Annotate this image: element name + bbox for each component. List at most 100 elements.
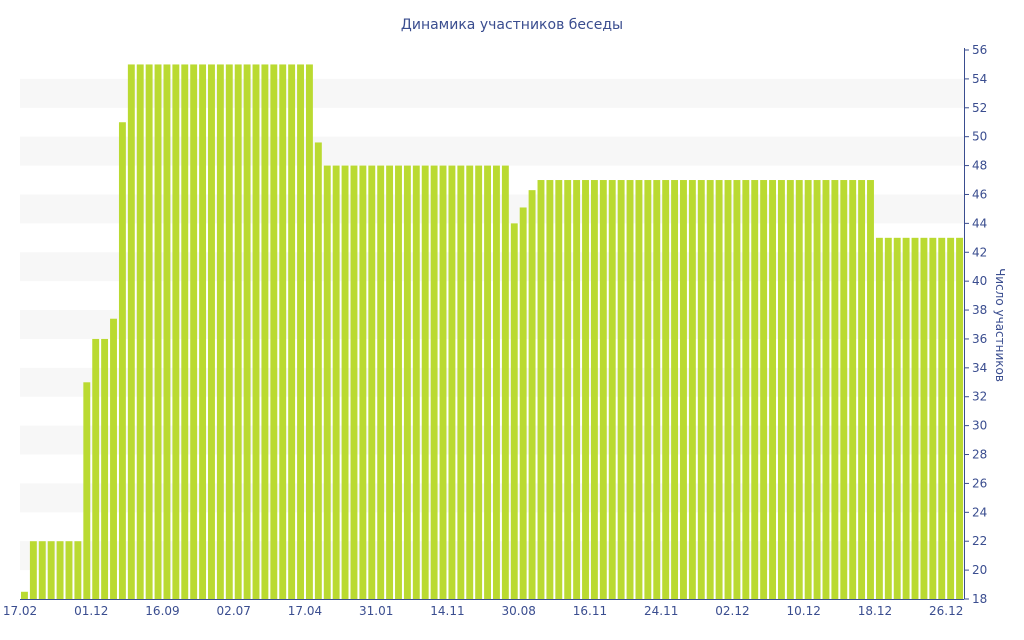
bar — [395, 165, 402, 599]
grid-band — [20, 78, 964, 108]
bar — [305, 64, 313, 599]
bar — [582, 180, 589, 599]
bar — [56, 541, 64, 599]
x-tick-label: 01.12 — [74, 604, 108, 618]
bar — [110, 318, 117, 599]
bar — [564, 180, 572, 599]
bar — [715, 180, 723, 599]
bar — [199, 64, 207, 599]
y-tick-label: 56 — [972, 43, 987, 57]
x-tick-label: 17.02 — [3, 604, 37, 618]
bar — [840, 180, 848, 599]
bar — [706, 180, 714, 599]
y-tick-label: 26 — [972, 476, 987, 490]
bar — [519, 207, 527, 600]
y-tick-label: 18 — [972, 592, 987, 606]
bar — [29, 541, 37, 599]
y-tick-label: 36 — [972, 332, 987, 346]
bar — [270, 64, 278, 599]
bar — [608, 180, 616, 599]
bar — [528, 190, 536, 599]
y-tick-label: 54 — [972, 72, 987, 86]
bar — [510, 223, 518, 599]
bar — [920, 237, 928, 599]
x-tick-label: 30.08 — [502, 604, 536, 618]
bar — [626, 180, 634, 599]
bar — [688, 180, 696, 599]
grid-band — [20, 194, 964, 224]
bars-group — [21, 64, 963, 600]
bar — [314, 142, 322, 599]
bar — [813, 180, 821, 599]
bar — [136, 64, 144, 599]
bar — [733, 180, 741, 599]
bar — [671, 180, 679, 599]
bar — [163, 64, 171, 599]
y-axis-label: Число участников — [993, 268, 1007, 382]
bar — [662, 180, 670, 599]
bar — [493, 165, 500, 599]
bar — [697, 180, 705, 599]
bar — [430, 165, 438, 599]
bar — [341, 165, 349, 599]
bar — [154, 64, 162, 599]
y-tick-label: 38 — [972, 303, 987, 317]
x-tick-label: 18.12 — [858, 604, 892, 618]
bar — [795, 180, 803, 599]
bar — [234, 64, 242, 599]
grid-band — [20, 425, 964, 455]
bar — [181, 64, 189, 599]
bar — [938, 237, 946, 599]
grid-band — [20, 252, 964, 282]
bar — [101, 338, 109, 599]
chart-title: Динамика участников беседы — [401, 17, 623, 33]
y-tick-label: 50 — [972, 130, 987, 144]
grid-band — [20, 136, 964, 166]
bar — [216, 64, 224, 599]
bar — [590, 180, 598, 599]
bar — [92, 338, 100, 599]
bar — [635, 180, 643, 599]
grid-band — [20, 367, 964, 397]
bar — [831, 180, 839, 599]
bar — [537, 180, 545, 599]
bar — [359, 165, 367, 599]
y-tick-label: 34 — [972, 361, 987, 375]
bar — [911, 237, 919, 599]
bar — [929, 237, 937, 599]
bar — [350, 165, 358, 599]
bar — [680, 180, 687, 599]
y-tick-label: 42 — [972, 245, 987, 259]
bar — [65, 541, 73, 599]
bar — [875, 237, 883, 599]
y-tick-label: 22 — [972, 534, 987, 548]
grid-band — [20, 541, 964, 571]
bar — [644, 180, 652, 599]
x-tick-label: 24.11 — [644, 604, 678, 618]
bar — [252, 64, 260, 599]
bar — [475, 165, 483, 599]
y-axis: 18 20 22 24 26 28 30 32 34 36 38 40 42 44 46 48 50 52 54 56 — [964, 43, 987, 606]
y-tick-label: 20 — [972, 563, 987, 577]
bar — [599, 180, 607, 599]
bar — [21, 591, 28, 599]
bar — [858, 180, 866, 599]
bar — [501, 165, 509, 599]
y-tick-label: 46 — [972, 187, 987, 201]
bar — [751, 180, 759, 599]
y-tick-label: 24 — [972, 505, 987, 519]
bar — [457, 165, 465, 599]
bar — [288, 64, 296, 599]
bar — [769, 180, 776, 599]
bar — [777, 180, 785, 599]
bar — [403, 165, 411, 599]
x-tick-label: 17.04 — [288, 604, 322, 618]
x-tick-label: 14.11 — [430, 604, 464, 618]
bar — [804, 180, 812, 599]
x-axis: 17.02 01.12 16.09 02.07 17.04 31.01 14.11 30.08… — [3, 599, 964, 618]
bar — [742, 180, 750, 599]
bar — [555, 180, 563, 599]
x-tick-label: 16.11 — [573, 604, 607, 618]
bar — [172, 64, 180, 599]
